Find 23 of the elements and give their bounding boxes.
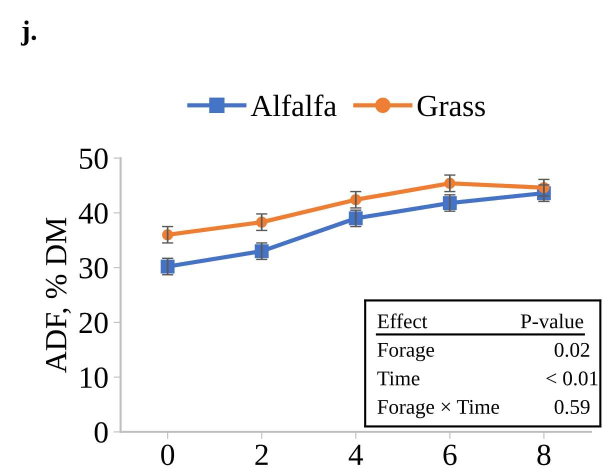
x-tick-label: 8 bbox=[537, 444, 550, 466]
y-axis-title: ADF, % DM bbox=[46, 218, 71, 373]
x-tick-label: 0 bbox=[161, 444, 174, 466]
x-tick-label: 4 bbox=[348, 444, 363, 465]
annotation: P-value bbox=[520, 314, 584, 328]
y-tick-label: 30 bbox=[80, 258, 108, 279]
x-tick-label: 6 bbox=[444, 444, 457, 466]
annotation: 0.59 bbox=[554, 400, 590, 414]
annotation: Effect bbox=[378, 313, 428, 328]
chart-title: j. bbox=[20, 20, 36, 46]
y-tick-label: 40 bbox=[78, 203, 108, 224]
annotation: Forage bbox=[378, 342, 434, 362]
x-tick-label: 2 bbox=[255, 444, 268, 465]
legend-label: Grass bbox=[418, 96, 485, 116]
y-tick-label: 50 bbox=[80, 148, 108, 170]
annotation: Time bbox=[377, 371, 420, 386]
annotation: 0.02 bbox=[554, 342, 590, 357]
annotation: < 0.01 bbox=[546, 371, 598, 386]
y-tick-label: 10 bbox=[80, 367, 108, 388]
legend-label: Alfalfa bbox=[250, 94, 337, 116]
annotation: Forage × Time bbox=[378, 400, 500, 418]
y-tick-label: 0 bbox=[94, 422, 108, 443]
y-tick-label: 20 bbox=[80, 312, 108, 334]
